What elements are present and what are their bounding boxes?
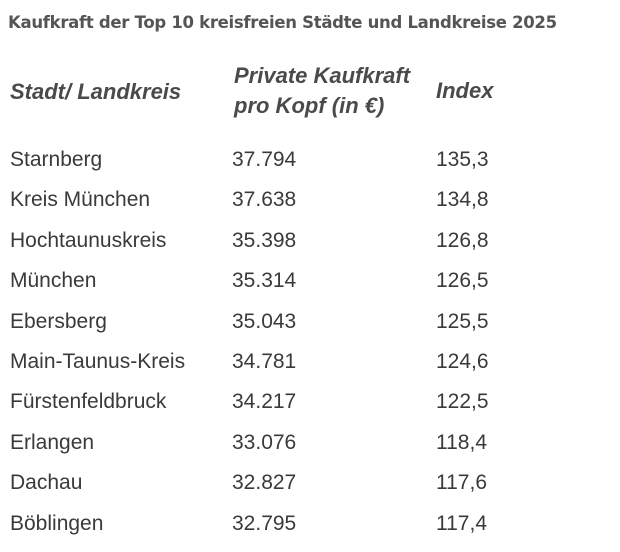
table-row: Main-Taunus-Kreis 34.781 124,6	[0, 342, 620, 382]
chart-title: Kaufkraft der Top 10 kreisfreien Städte …	[8, 13, 557, 32]
region-cell: Erlangen	[10, 430, 95, 454]
index-cell: 134,8	[436, 188, 489, 212]
index-cell: 125,5	[436, 309, 489, 333]
region-cell: Böblingen	[10, 511, 104, 535]
table-row: München 35.314 126,5	[0, 261, 620, 301]
index-cell: 117,6	[436, 471, 487, 495]
kaufkraft-cell: 34.217	[232, 390, 297, 414]
header-kaufkraft-line2: pro Kopf (in €)	[234, 93, 385, 118]
header-region: Stadt/ Landkreis	[10, 79, 182, 104]
kaufkraft-cell: 35.314	[232, 269, 297, 293]
region-cell: Fürstenfeldbruck	[10, 390, 167, 414]
kaufkraft-cell: 35.043	[232, 309, 297, 333]
region-cell: Hochtaunuskreis	[10, 228, 167, 252]
table-row: Starnberg 37.794 135,3	[0, 140, 620, 180]
kaufkraft-cell: 32.795	[232, 511, 297, 535]
region-cell: Starnberg	[10, 148, 103, 171]
kaufkraft-cell: 35.398	[232, 228, 297, 252]
table-row: Dachau 32.827 117,6	[0, 463, 620, 503]
region-cell: Main-Taunus-Kreis	[10, 350, 186, 373]
table-row: Hochtaunuskreis 35.398 126,8	[0, 221, 620, 261]
index-cell: 124,6	[436, 350, 489, 373]
index-cell: 126,8	[436, 228, 489, 252]
table-row: Ebersberg 35.043 125,5	[0, 302, 620, 342]
region-cell: Dachau	[10, 471, 83, 495]
table-row: Kreis München 37.638 134,8	[0, 180, 620, 220]
region-cell: Ebersberg	[10, 309, 107, 333]
kaufkraft-cell: 34.781	[232, 350, 297, 373]
table-row: Erlangen 33.076 118,4	[0, 423, 620, 463]
index-cell: 117,4	[436, 511, 487, 535]
kaufkraft-cell: 37.794	[232, 148, 297, 171]
header-index: Index	[436, 78, 494, 103]
table-row: Fürstenfeldbruck 34.217 122,5	[0, 382, 620, 422]
kaufkraft-cell: 37.638	[232, 188, 297, 212]
index-cell: 126,5	[436, 269, 489, 293]
kaufkraft-cell: 33.076	[232, 430, 297, 454]
region-cell: München	[10, 269, 97, 293]
table-row: Böblingen 32.795 117,4	[0, 504, 620, 544]
index-cell: 135,3	[436, 148, 489, 171]
header-kaufkraft-line1: Private Kaufkraft	[234, 63, 411, 88]
kaufkraft-cell: 32.827	[232, 471, 297, 495]
index-cell: 122,5	[436, 390, 489, 414]
index-cell: 118,4	[436, 430, 487, 454]
region-cell: Kreis München	[10, 188, 151, 212]
